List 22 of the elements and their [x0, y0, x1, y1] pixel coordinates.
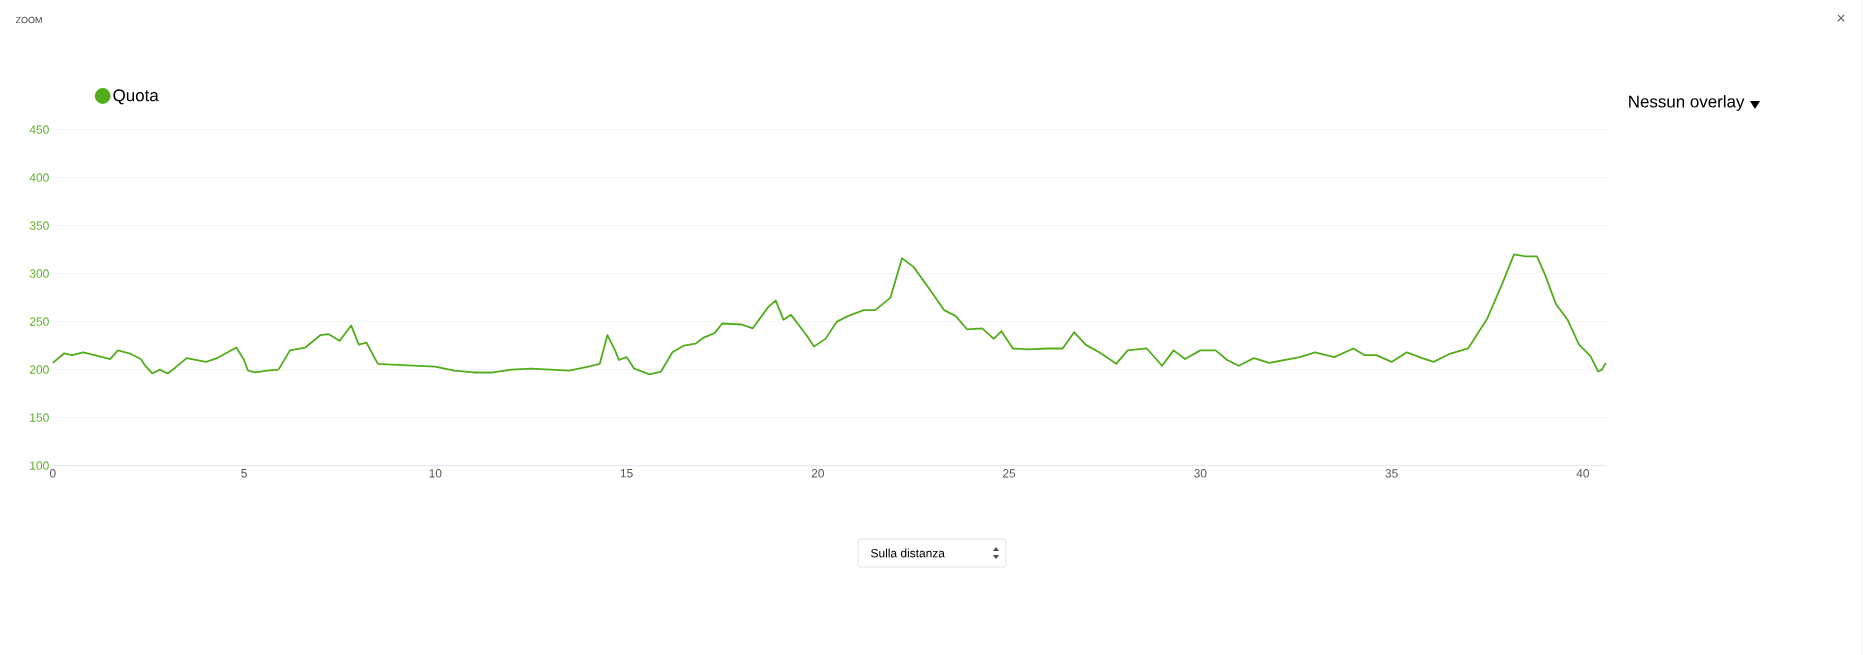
y-tick-label: 150	[30, 413, 49, 422]
y-tick-label: 450	[29, 125, 49, 134]
text: Sulla distanza	[871, 548, 945, 558]
chart-title: ZOOM	[15, 16, 42, 24]
y-tick-label: 250	[29, 317, 49, 326]
x-tick-label: 15	[620, 469, 633, 478]
x-tick-label: 10	[429, 469, 442, 478]
y-tick-label: 400	[29, 173, 49, 182]
text: Nessun overlay	[1629, 95, 1745, 111]
y-tick-label: 350	[29, 221, 49, 230]
x-tick-label: 20	[811, 469, 825, 478]
y-tick-label: 100	[30, 461, 49, 470]
y-tick-label: 300	[29, 269, 49, 278]
x-tick-label: 5	[241, 469, 247, 478]
x-tick-label: 35	[1385, 469, 1398, 478]
text: ×	[1837, 14, 1845, 22]
x-tick-label: 25	[1003, 469, 1016, 478]
y-tick-label: 200	[29, 365, 49, 374]
x-tick-label: 0	[49, 469, 56, 478]
x-tick-label: 40	[1576, 469, 1590, 478]
x-tick-label: 30	[1194, 469, 1207, 478]
legend-label: Quota	[113, 89, 159, 105]
